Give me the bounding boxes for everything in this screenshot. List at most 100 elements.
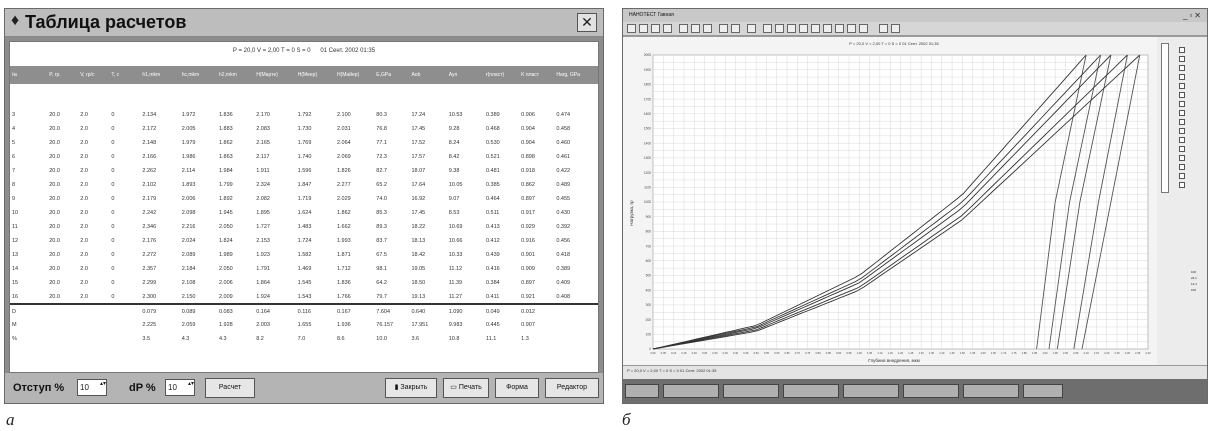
toolbar-button[interactable] <box>663 24 672 33</box>
curve-checkbox[interactable] <box>1179 164 1185 170</box>
test-date: 01 Сент. 2002 01:35 <box>320 48 375 54</box>
table-cell: 2.082 <box>254 192 295 206</box>
stats-cell <box>78 318 109 332</box>
taskbar-item[interactable] <box>723 384 779 398</box>
table-row[interactable]: 9 20.0 2.0 0 2.179 2.006 1.892 2.082 1.719 2.029 7… <box>10 192 599 206</box>
print-button[interactable]: ▭ Печать <box>443 378 489 398</box>
taskbar-item[interactable] <box>783 384 839 398</box>
close-button[interactable]: ✕ <box>577 13 597 32</box>
toolbar-button[interactable] <box>835 24 844 33</box>
toolbar-button[interactable] <box>627 24 636 33</box>
toolbar-button[interactable] <box>703 24 712 33</box>
table-row[interactable]: 5 20.0 2.0 0 2.148 1.979 1.862 2.165 1.769 2.064 7… <box>10 136 599 150</box>
window-controls[interactable]: _▫✕ <box>1183 11 1203 20</box>
table-cell: 0.897 <box>519 192 554 206</box>
x-tick-label: 1.00 <box>857 351 863 355</box>
otstup-spinner[interactable]: 10 <box>77 379 107 396</box>
table-cell: 2.098 <box>180 206 217 220</box>
window-title: Таблица расчетов <box>25 12 186 33</box>
taskbar-item[interactable] <box>903 384 959 398</box>
table-row[interactable]: 14 20.0 2.0 0 2.357 2.184 2.050 1.791 1.469 1.712… <box>10 262 599 276</box>
curve-checkbox[interactable] <box>1179 110 1185 116</box>
stats-cell: 8.6 <box>335 332 374 346</box>
curve-checkbox[interactable] <box>1179 119 1185 125</box>
toolbar-button[interactable] <box>775 24 784 33</box>
taskbar-item[interactable] <box>625 384 659 398</box>
table-row[interactable]: 15 20.0 2.0 0 2.299 2.108 2.006 1.864 1.545 1.836… <box>10 276 599 290</box>
curve-checkbox[interactable] <box>1179 137 1185 143</box>
table-row[interactable]: 16 20.0 2.0 0 2.300 2.150 2.009 1.924 1.543 1.766… <box>10 290 599 304</box>
table-row[interactable]: 3 20.0 2.0 0 2.134 1.972 1.836 2.170 1.792 2.100 8… <box>10 108 599 122</box>
toolbar-button[interactable] <box>879 24 888 33</box>
table-cell: 0 <box>109 248 140 262</box>
taskbar-item[interactable] <box>1023 384 1063 398</box>
x-tick-label: 1.80 <box>1022 351 1028 355</box>
curve-checkbox[interactable] <box>1179 47 1185 53</box>
toolbar-button[interactable] <box>763 24 772 33</box>
taskbar-item[interactable] <box>963 384 1019 398</box>
table-cell: 2.050 <box>217 262 254 276</box>
table-cell: 2.114 <box>180 164 217 178</box>
curve-checkbox[interactable] <box>1179 128 1185 134</box>
toolbar-button[interactable] <box>747 24 756 33</box>
toolbar-button[interactable] <box>847 24 856 33</box>
x-tick-label: 0.85 <box>826 351 832 355</box>
table-row[interactable]: 11 20.0 2.0 0 2.346 2.216 2.050 1.727 1.483 1.662… <box>10 220 599 234</box>
table-row[interactable]: 4 20.0 2.0 0 2.172 2.005 1.883 2.083 1.730 2.031 7… <box>10 122 599 136</box>
close-window-button[interactable]: ▮ Закрыть <box>385 378 437 398</box>
toolbar-button[interactable] <box>787 24 796 33</box>
table-row[interactable]: 8 20.0 2.0 0 2.102 1.893 1.799 2.324 1.847 2.277 6… <box>10 178 599 192</box>
y-tick-label: 300 <box>646 303 652 307</box>
table-row[interactable]: 13 20.0 2.0 0 2.272 2.089 1.989 1.923 1.582 1.871… <box>10 248 599 262</box>
taskbar-item[interactable] <box>843 384 899 398</box>
curve-checkbox[interactable] <box>1179 101 1185 107</box>
stats-cell: 1.928 <box>217 318 254 332</box>
toolbar-button[interactable] <box>731 24 740 33</box>
y-tick-label: 500 <box>646 274 652 278</box>
curve-checkbox[interactable] <box>1179 173 1185 179</box>
stats-row: M 2.225 2.059 1.928 2.003 1.655 1.936 76.157 17.… <box>10 318 599 332</box>
stats-cell: 2.059 <box>180 318 217 332</box>
curve-checkbox[interactable] <box>1179 83 1185 89</box>
curve-checkbox[interactable] <box>1179 56 1185 62</box>
toolbar-button[interactable] <box>811 24 820 33</box>
toolbar-button[interactable] <box>651 24 660 33</box>
curve-checkbox[interactable] <box>1179 74 1185 80</box>
window-titlebar: ♦ Таблица расчетов ✕ <box>5 9 603 37</box>
curve-checkbox[interactable] <box>1179 155 1185 161</box>
x-tick-label: 0.90 <box>836 351 842 355</box>
table-row[interactable]: 10 20.0 2.0 0 2.242 2.098 1.945 1.895 1.624 1.862… <box>10 206 599 220</box>
stats-cell: 4.3 <box>180 332 217 346</box>
form-button[interactable]: Форма <box>495 378 539 398</box>
stats-cell <box>109 332 140 346</box>
editor-button[interactable]: Редактор <box>545 378 599 398</box>
curve-checkbox[interactable] <box>1179 65 1185 71</box>
stats-cell: 2.003 <box>254 318 295 332</box>
table-cell: 1.847 <box>296 178 335 192</box>
table-row[interactable]: 7 20.0 2.0 0 2.262 2.114 1.984 1.911 1.596 1.826 8… <box>10 164 599 178</box>
toolbar-button[interactable] <box>823 24 832 33</box>
toolbar-button[interactable] <box>639 24 648 33</box>
sidebar-scrollbar[interactable] <box>1161 43 1169 193</box>
taskbar-item[interactable] <box>663 384 719 398</box>
dp-spinner[interactable]: 10 <box>165 379 195 396</box>
calc-button[interactable]: Расчет <box>205 378 255 398</box>
toolbar-button[interactable] <box>679 24 688 33</box>
table-row[interactable]: 12 20.0 2.0 0 2.176 2.024 1.824 2.153 1.724 1.993… <box>10 234 599 248</box>
table-row[interactable]: 6 20.0 2.0 0 2.166 1.986 1.863 2.117 1.740 2.069 7… <box>10 150 599 164</box>
toolbar-button[interactable] <box>691 24 700 33</box>
curve-checkbox[interactable] <box>1179 182 1185 188</box>
stats-cell <box>109 318 140 332</box>
toolbar-button[interactable] <box>719 24 728 33</box>
table-cell: 20.0 <box>47 122 78 136</box>
table-cell: 20.0 <box>47 150 78 164</box>
toolbar-button[interactable] <box>891 24 900 33</box>
curve-checkbox[interactable] <box>1179 92 1185 98</box>
toolbar-button[interactable] <box>859 24 868 33</box>
table-cell: 74.0 <box>374 192 409 206</box>
x-tick-label: 0.25 <box>702 351 708 355</box>
toolbar-button[interactable] <box>799 24 808 33</box>
curve-checkbox[interactable] <box>1179 146 1185 152</box>
y-tick-label: 1100 <box>644 186 651 190</box>
table-cell: 17.45 <box>409 122 446 136</box>
